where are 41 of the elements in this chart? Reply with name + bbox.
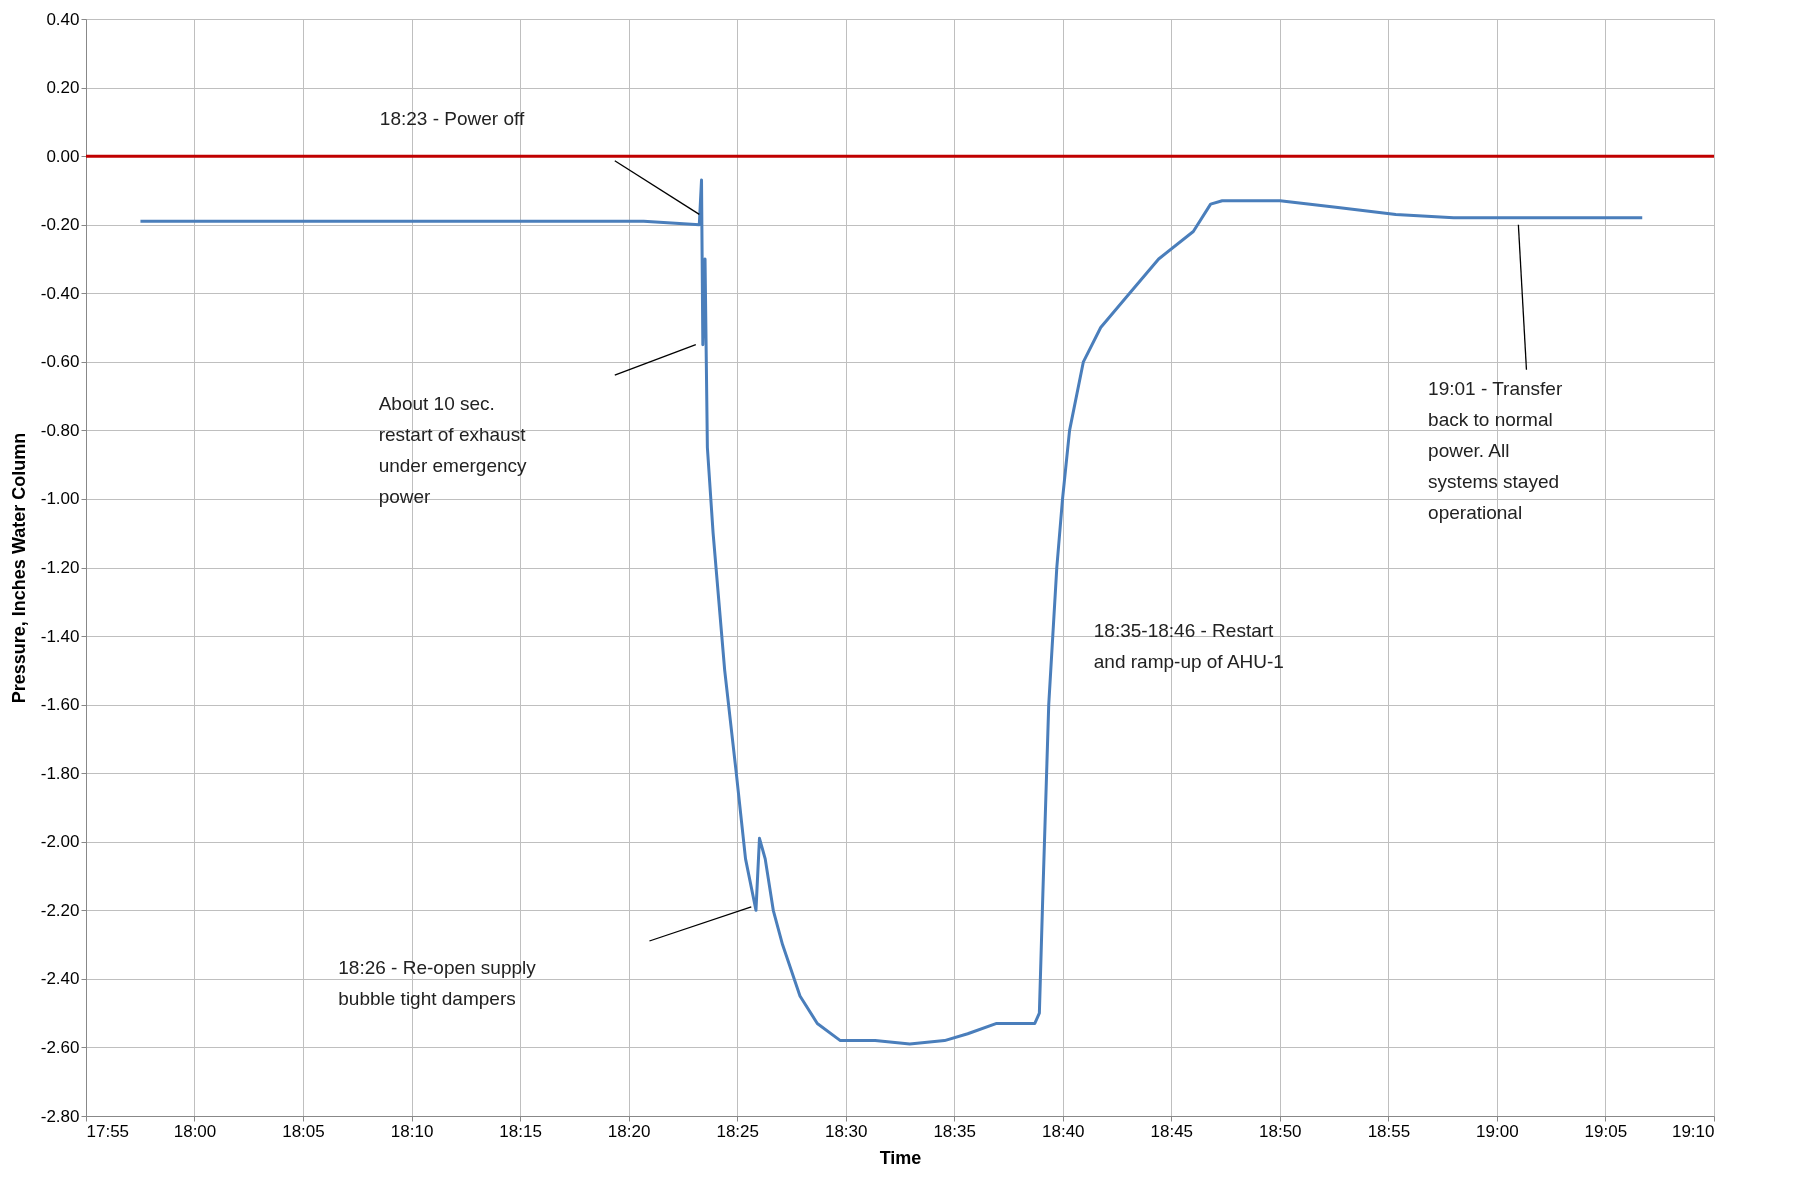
annotation: 18:35-18:46 - Restart and ramp-up of AHU-1	[1093, 619, 1284, 672]
y-tick-label: -2.40	[40, 969, 80, 989]
annotation: 18:26 - Re-open supply bubble tight dampers	[338, 956, 537, 1009]
x-tick-label: 19:10	[1671, 1121, 1715, 1141]
y-tick-label: 0.00	[46, 146, 80, 166]
y-tick-label: -2.60	[40, 1037, 80, 1057]
x-tick-label: 18:40	[1042, 1121, 1085, 1141]
y-axis-title: Pressure, Inches Water Column	[8, 432, 29, 704]
annotation: 18:23 - Power off	[379, 107, 525, 129]
x-tick-label: 19:00	[1476, 1121, 1519, 1141]
x-tick-label: 18:30	[824, 1121, 868, 1141]
annotation: 19:01 - Transfer back to normal power. All systems stayed operational	[1428, 377, 1563, 523]
x-tick-label: 18:50	[1259, 1121, 1302, 1141]
x-tick-label: 18:45	[1150, 1121, 1194, 1141]
y-tick-label: -0.60	[40, 352, 80, 372]
y-tick-label: -2.80	[40, 1106, 80, 1126]
x-axis-title: Time	[879, 1147, 922, 1168]
y-tick-label: 0.40	[46, 9, 80, 29]
x-tick-label: 18:25	[716, 1121, 759, 1141]
y-tick-label: -0.20	[40, 215, 80, 235]
y-tick-label: 0.20	[46, 78, 80, 98]
x-tick-label: 19:05	[1584, 1121, 1628, 1141]
x-tick-label: 18:20	[607, 1121, 651, 1141]
y-tick-label: -0.80	[40, 420, 80, 440]
x-tick-label: 18:00	[173, 1121, 217, 1141]
y-tick-label: -1.60	[40, 695, 80, 715]
x-tick-label: 18:55	[1367, 1121, 1411, 1141]
y-tick-label: -1.00	[40, 489, 80, 509]
y-tick-label: -2.20	[40, 900, 80, 920]
annotation: About 10 sec. restart of exhaust under emergency power	[378, 392, 528, 507]
y-tick-label: -0.40	[40, 283, 80, 303]
x-tick-label: 18:10	[390, 1121, 434, 1141]
x-tick-label: 18:05	[282, 1121, 325, 1141]
x-tick-label: 17:55	[86, 1121, 130, 1141]
line-series	[138, 178, 1644, 1046]
y-tick-label: -1.40	[40, 626, 80, 646]
y-tick-label: -1.20	[40, 558, 80, 577]
y-tick-label: -1.80	[40, 763, 80, 783]
y-tick-label: -2.00	[40, 832, 80, 852]
x-tick-label: 18:15	[499, 1121, 542, 1141]
x-tick-label: 18:35	[933, 1121, 976, 1141]
